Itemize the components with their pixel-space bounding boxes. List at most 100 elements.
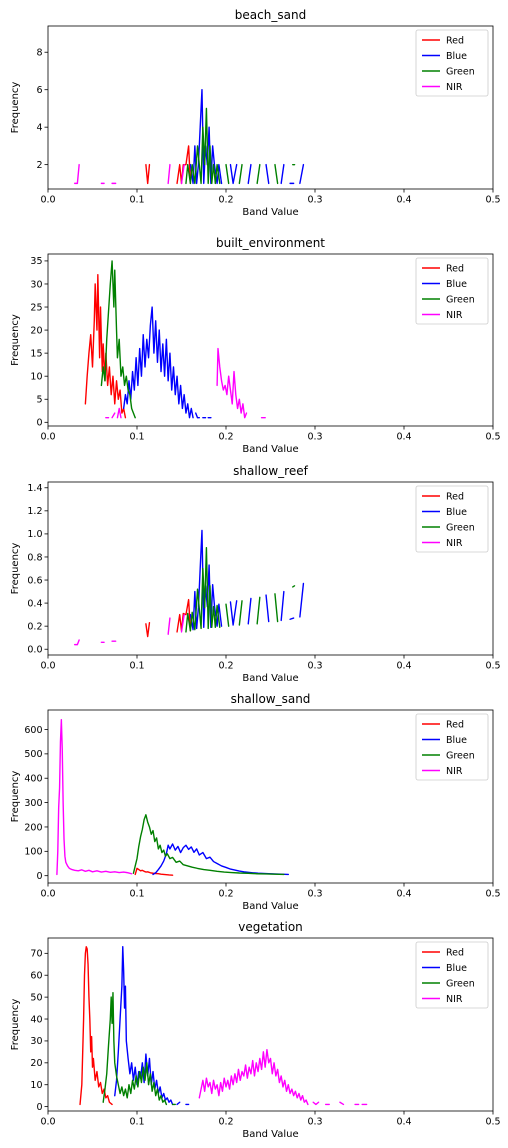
chart-title: vegetation (238, 920, 303, 934)
series-segment (312, 1101, 320, 1106)
series-line-green (185, 107, 296, 185)
legend-label: Red (446, 36, 464, 47)
y-tick-label: 400 (24, 774, 42, 785)
legend-entry-red: Red (422, 36, 464, 47)
series-segment (256, 596, 261, 625)
y-tick-label: 0 (36, 871, 42, 882)
series-segment (280, 163, 285, 185)
legend-entry-nir: NIR (422, 538, 463, 549)
x-axis-label: Band Value (242, 444, 298, 455)
legend-label: Green (446, 523, 475, 534)
x-tick-label: 0.5 (485, 1117, 500, 1128)
legend: Red Blue Green NIR (415, 941, 489, 1009)
y-tick-label: 35 (30, 256, 42, 267)
series-segment (339, 1101, 345, 1106)
legend-label: NIR (446, 310, 463, 321)
y-tick-label: 5 (36, 395, 42, 406)
y-axis-label: Frequency (10, 314, 21, 366)
y-tick-label: 0.0 (27, 645, 42, 656)
x-tick-label: 0.3 (307, 432, 322, 443)
series-segment (116, 407, 122, 419)
series-segment (292, 585, 296, 588)
legend-label: Green (446, 751, 475, 762)
y-tick-label: 20 (30, 325, 42, 336)
series-segment (247, 163, 252, 185)
x-axis-label: Band Value (242, 673, 298, 684)
legend-label: NIR (446, 994, 463, 1005)
legend: Red Blue Green NIR (415, 257, 489, 325)
series-segment (280, 590, 285, 622)
series-segment (185, 107, 221, 185)
series-segment (167, 163, 171, 185)
x-tick-label: 0.3 (307, 889, 322, 900)
chart-built-environment: 0.0 0.1 0.2 0.3 0.4 0.5 0 5 10 15 20 25 30 35 built_en… (10, 236, 501, 455)
legend-entry-nir: NIR (422, 82, 463, 93)
y-tick-label: 60 (30, 971, 42, 982)
series-line-nir (105, 347, 266, 419)
y-tick-label: 70 (30, 949, 42, 960)
series-segment (79, 946, 113, 1106)
chart-title: shallow_reef (233, 464, 308, 478)
legend-label: Green (446, 979, 475, 990)
chart-title: beach_sand (235, 8, 306, 22)
x-tick-label: 0.4 (396, 432, 411, 443)
x-tick-label: 0.2 (218, 432, 233, 443)
legend-label: Red (446, 492, 464, 503)
series-segment (56, 719, 133, 876)
x-tick-label: 0.1 (129, 1117, 144, 1128)
series-line-red (79, 946, 113, 1106)
axes-frame (47, 253, 494, 427)
series-segment (111, 412, 116, 419)
legend: Red Blue Green NIR (415, 713, 489, 781)
legend-box (415, 713, 489, 781)
series-line-nir (56, 719, 133, 876)
series-line-green (102, 992, 176, 1106)
legend-label: Green (446, 67, 475, 78)
y-tick-label: 20 (30, 1058, 42, 1069)
x-tick-label: 0.0 (40, 432, 55, 443)
y-axis-label: Frequency (10, 82, 21, 134)
legend: Red Blue Green NIR (415, 485, 489, 553)
series-segment (195, 412, 201, 419)
y-tick-label: 10 (30, 1080, 42, 1091)
y-tick-label: 8 (36, 48, 42, 59)
x-tick-label: 0.2 (218, 661, 233, 672)
legend-box (415, 941, 489, 1009)
axes-frame (47, 481, 494, 656)
y-tick-label: 1.2 (27, 506, 42, 517)
y-tick-label: 4 (36, 122, 42, 133)
y-axis-label: Frequency (10, 771, 21, 823)
series-line-green (100, 260, 136, 419)
series-segment (176, 145, 192, 185)
legend-label: NIR (446, 538, 463, 549)
y-tick-label: 2 (36, 160, 42, 171)
x-tick-label: 0.4 (396, 889, 411, 900)
series-line-blue (152, 843, 289, 876)
legend-label: Blue (446, 507, 467, 518)
x-tick-label: 0.2 (218, 1117, 233, 1128)
y-tick-label: 30 (30, 1036, 42, 1047)
series-line-nir (73, 613, 185, 646)
x-tick-label: 0.1 (129, 889, 144, 900)
legend-label: Blue (446, 963, 467, 974)
x-tick-label: 0.5 (485, 889, 500, 900)
series-line-blue (114, 946, 190, 1106)
legend-entry-blue: Blue (422, 735, 467, 746)
series-segment (238, 600, 243, 626)
y-axis-label: Frequency (10, 999, 21, 1051)
series-segment (238, 163, 243, 185)
y-tick-label: 10 (30, 371, 42, 382)
series-segment (100, 260, 136, 419)
x-axis-label: Band Value (242, 207, 298, 218)
y-tick-label: 1.0 (27, 529, 42, 540)
legend-entry-red: Red (422, 492, 464, 503)
series-line-green (185, 547, 296, 633)
legend-entry-blue: Blue (422, 279, 467, 290)
x-tick-label: 0.4 (396, 661, 411, 672)
legend-entry-green: Green (422, 67, 475, 78)
series-segment (132, 814, 285, 876)
legend-box (415, 485, 489, 553)
chart-shallow-sand: 0.0 0.1 0.2 0.3 0.4 0.5 0 100 200 300 400 500 600 sha… (10, 692, 501, 912)
y-tick-label: 0.8 (27, 552, 42, 563)
